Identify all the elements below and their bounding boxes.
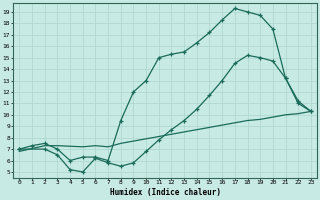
X-axis label: Humidex (Indice chaleur): Humidex (Indice chaleur): [110, 188, 220, 197]
